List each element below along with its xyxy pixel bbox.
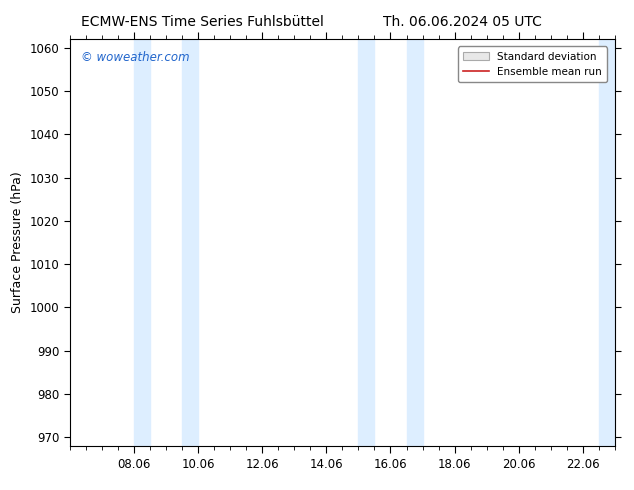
Bar bbox=[599, 39, 631, 446]
Text: ECMW-ENS Time Series Fuhlsbüttel: ECMW-ENS Time Series Fuhlsbüttel bbox=[81, 15, 325, 29]
Bar bbox=[358, 39, 375, 446]
Bar bbox=[182, 39, 198, 446]
Bar bbox=[406, 39, 422, 446]
Bar bbox=[134, 39, 150, 446]
Text: Th. 06.06.2024 05 UTC: Th. 06.06.2024 05 UTC bbox=[384, 15, 542, 29]
Y-axis label: Surface Pressure (hPa): Surface Pressure (hPa) bbox=[11, 172, 24, 314]
Legend: Standard deviation, Ensemble mean run: Standard deviation, Ensemble mean run bbox=[458, 47, 607, 82]
Text: © woweather.com: © woweather.com bbox=[81, 51, 190, 64]
